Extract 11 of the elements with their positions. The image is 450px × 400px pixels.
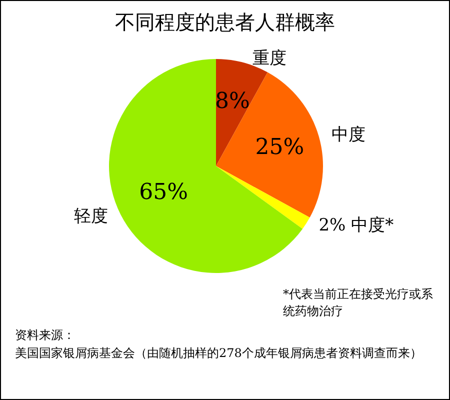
slice-label: 轻度 (74, 206, 108, 226)
slice-label: 中度 (332, 125, 366, 146)
slice-label: 2% 中度* (318, 215, 394, 236)
text: 资料来源： (15, 327, 76, 344)
chart-title: 不同程度的患者人群概率 (115, 10, 335, 34)
text: *代表当前正在接受光疗或系统药物治疗 (283, 286, 434, 320)
slice-label: 重度 (252, 48, 287, 68)
data-label: 25% (255, 134, 304, 160)
text: 美国国家银屑病基金会（由随机抽样的278个成年银屑病患者资料调查而来） (15, 345, 423, 362)
data-label: 8% (215, 89, 250, 114)
data-label: 65% (139, 180, 188, 206)
